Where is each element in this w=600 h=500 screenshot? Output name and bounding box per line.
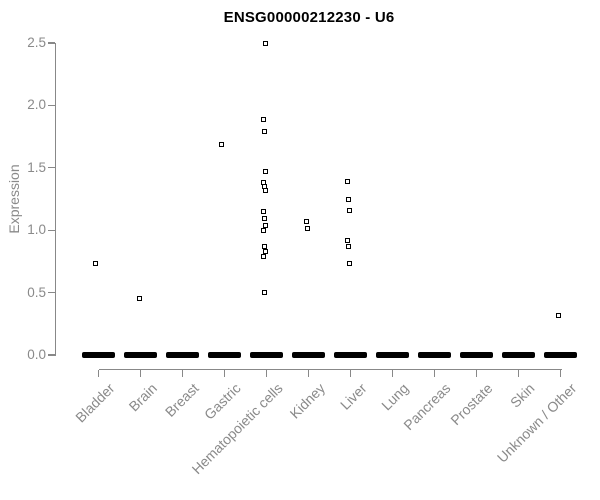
data-point — [304, 218, 309, 224]
x-tick-label: Skin — [507, 380, 538, 411]
x-tick — [475, 369, 478, 377]
y-axis-line — [54, 43, 56, 356]
chart-title: ENSG00000212230 - U6 — [223, 9, 395, 26]
x-tick-label: Unknown / Other — [494, 380, 580, 466]
zero-cluster-bar — [544, 352, 577, 359]
data-point — [261, 227, 266, 233]
data-point — [219, 141, 224, 147]
zero-cluster-bar — [82, 352, 115, 359]
x-tick-label: Prostate — [447, 380, 496, 429]
data-point — [262, 243, 267, 249]
x-tick — [307, 369, 310, 377]
y-tick — [48, 291, 55, 294]
x-tick — [391, 369, 394, 377]
x-tick — [139, 369, 142, 377]
y-tick-label: 0.0 — [27, 347, 46, 362]
zero-cluster-bar — [124, 352, 157, 359]
zero-cluster-bar — [292, 352, 325, 359]
data-point — [261, 208, 266, 214]
y-tick — [48, 104, 55, 107]
y-tick — [48, 229, 55, 231]
data-point — [305, 226, 310, 232]
data-point — [345, 179, 350, 185]
zero-cluster-bar — [208, 352, 241, 359]
data-point — [93, 261, 98, 267]
y-tick-label: 0.5 — [27, 284, 46, 300]
x-tick — [223, 369, 226, 377]
y-tick-label: 2.0 — [27, 97, 46, 113]
y-tick — [48, 167, 55, 169]
x-tick — [181, 369, 184, 377]
zero-cluster-bar — [166, 352, 199, 359]
zero-cluster-bar — [502, 352, 535, 359]
y-tick — [48, 42, 55, 44]
y-tick-label: 1.0 — [27, 222, 46, 238]
data-point — [263, 40, 268, 46]
x-tick-label: Breast — [161, 380, 202, 420]
x-tick-label: Liver — [337, 380, 370, 413]
x-tick-label: Kidney — [286, 380, 328, 422]
x-tick-label: Lung — [378, 380, 412, 414]
data-point — [262, 216, 267, 222]
y-tick-label: 2.5 — [27, 35, 46, 50]
data-point — [263, 187, 268, 193]
data-point — [262, 129, 267, 135]
zero-cluster-bar — [460, 352, 493, 359]
data-point — [261, 116, 266, 122]
data-point — [347, 207, 352, 213]
data-point — [261, 253, 266, 259]
zero-cluster-bar — [376, 352, 409, 359]
y-tick-label: 1.5 — [27, 159, 46, 175]
zero-cluster-bar — [250, 352, 283, 359]
x-tick — [349, 369, 352, 377]
data-point — [263, 169, 268, 175]
x-tick — [265, 369, 268, 377]
zero-cluster-bar — [334, 352, 367, 359]
data-point — [556, 312, 561, 318]
data-point — [262, 290, 267, 296]
x-tick — [517, 369, 520, 377]
data-point — [345, 237, 350, 243]
data-point — [137, 296, 142, 302]
x-axis-line — [98, 368, 562, 370]
zero-cluster-bar — [418, 352, 451, 359]
data-point — [347, 261, 352, 267]
x-tick-label: Bladder — [72, 380, 118, 426]
data-point — [263, 248, 268, 254]
x-tick — [559, 369, 562, 377]
x-tick-label: Brain — [125, 380, 160, 415]
x-tick — [433, 369, 436, 377]
x-tick — [97, 369, 100, 377]
data-point — [346, 243, 351, 249]
y-tick — [48, 354, 55, 356]
data-point — [346, 196, 351, 202]
data-point — [263, 222, 268, 228]
